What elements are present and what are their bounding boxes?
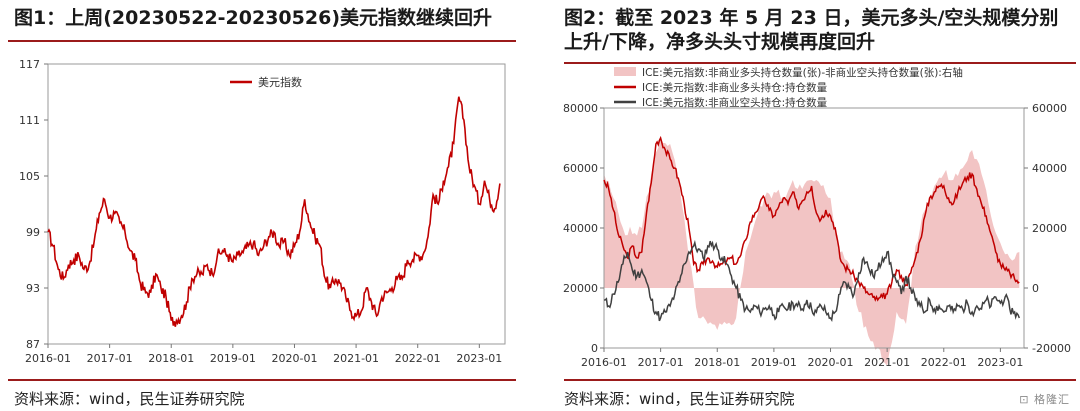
source-rule xyxy=(8,379,516,381)
x-tick-label: 2018-01 xyxy=(148,352,194,365)
y-left-tick-label: 60000 xyxy=(563,162,598,175)
legend-swatch xyxy=(614,67,636,76)
legend-label: ICE:美元指数:非商业多头持仓:持仓数量 xyxy=(642,81,828,94)
y-left-tick-label: 80000 xyxy=(563,102,598,115)
x-tick-label: 2021-01 xyxy=(333,352,379,365)
y-left-tick-label: 0 xyxy=(591,342,598,355)
watermark-logo: ⊡ 格隆汇 xyxy=(1019,393,1070,406)
x-tick-label: 2016-01 xyxy=(581,356,627,369)
x-tick-label: 2022-01 xyxy=(921,356,967,369)
chart-source: 资料来源：wind，民生证券研究院 xyxy=(14,390,245,408)
title-rule xyxy=(564,62,1076,64)
x-tick-label: 2017-01 xyxy=(87,352,133,365)
x-tick-label: 2018-01 xyxy=(694,356,740,369)
source-rule xyxy=(564,379,1076,381)
series-line-long-positions xyxy=(603,135,1020,302)
legend-label: ICE:美元指数:非商业空头持仓:持仓数量 xyxy=(642,96,828,109)
y-right-tick-label: -20000 xyxy=(1032,342,1071,355)
dollar-index-line-chart: 87 93 99 105 111 117 2016-01 2017-01 2018-01 2019… xyxy=(19,58,506,365)
chart-source: 资料来源：wind，民生证券研究院 xyxy=(564,390,795,408)
x-tick-label: 2020-01 xyxy=(808,356,854,369)
series-area-net-long xyxy=(604,138,1020,366)
x-tick-label: 2019-01 xyxy=(751,356,797,369)
x-tick-label: 2023-01 xyxy=(977,356,1023,369)
y-tick-label: 111 xyxy=(19,114,40,127)
chart-panel-dollar-index: 图1：上周(20230522-20230526)美元指数继续回升 87 93 99 1… xyxy=(0,0,520,411)
y-left-tick-label: 20000 xyxy=(563,282,598,295)
x-tick-label: 2016-01 xyxy=(25,352,71,365)
y-left-tick-label: 40000 xyxy=(563,222,598,235)
y-tick-label: 93 xyxy=(26,282,40,295)
y-tick-label: 117 xyxy=(19,58,40,71)
x-tick-label: 2019-01 xyxy=(210,352,256,365)
x-tick-label: 2021-01 xyxy=(864,356,910,369)
y-tick-label: 105 xyxy=(19,170,40,183)
title-rule xyxy=(8,40,516,42)
legend-label: 美元指数 xyxy=(258,75,302,89)
chart-title: 图1：上周(20230522-20230526)美元指数继续回升 xyxy=(14,7,492,29)
y-tick-label: 99 xyxy=(26,226,40,239)
y-right-tick-label: 0 xyxy=(1032,282,1039,295)
chart-title: 图2：截至 2023 年 5 月 23 日，美元多头/空头规模分别上升/下降，净… xyxy=(564,7,1059,53)
y-tick-label: 87 xyxy=(26,338,40,351)
positions-combo-chart: 0 20000 40000 60000 80000 -20000 0 20000 40000 60… xyxy=(563,66,1071,369)
chart-panel-positions: 图2：截至 2023 年 5 月 23 日，美元多头/空头规模分别上升/下降，净… xyxy=(556,0,1080,411)
legend-label: ICE:美元指数:非商业多头持仓数量(张)-非商业空头持仓数量(张):右轴 xyxy=(642,66,963,79)
x-tick-label: 2023-01 xyxy=(456,352,502,365)
y-right-tick-label: 20000 xyxy=(1032,222,1067,235)
y-right-tick-label: 60000 xyxy=(1032,102,1067,115)
y-right-tick-label: 40000 xyxy=(1032,162,1067,175)
series-line-short-positions xyxy=(603,239,1020,323)
x-tick-label: 2022-01 xyxy=(395,352,441,365)
watermark-text: 格隆汇 xyxy=(1034,393,1070,406)
x-tick-label: 2017-01 xyxy=(638,356,684,369)
series-line-dollar-index xyxy=(47,96,501,327)
plot-frame xyxy=(47,63,506,345)
x-tick-label: 2020-01 xyxy=(271,352,317,365)
